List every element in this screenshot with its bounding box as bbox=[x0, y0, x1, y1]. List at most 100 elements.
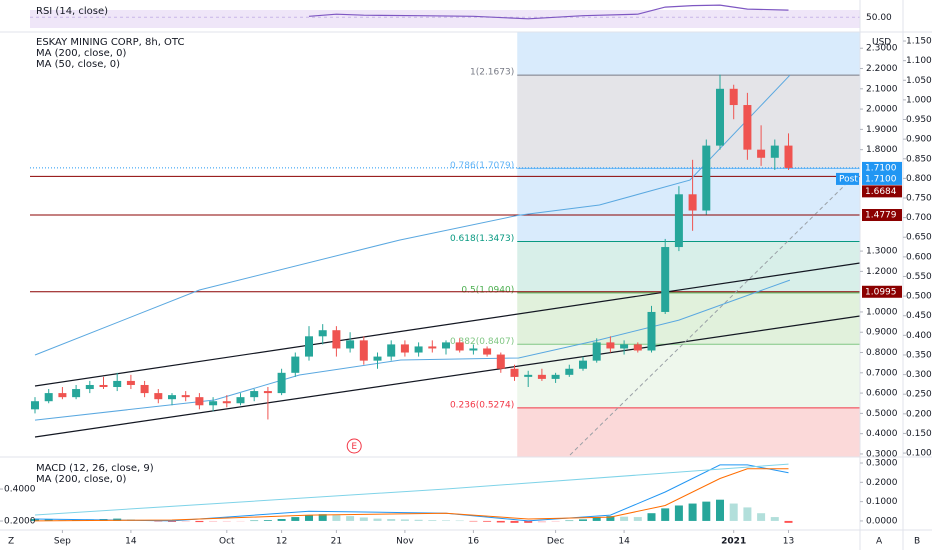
macd-title: MACD (12, 26, close, 9) bbox=[36, 463, 154, 474]
fib-label: 0.382(0.8407) bbox=[450, 337, 514, 347]
x-tick-label: 13 bbox=[783, 537, 794, 547]
toolbar-button[interactable]: Z bbox=[8, 537, 14, 547]
macd-histogram-bar bbox=[483, 520, 492, 522]
macd-tick-label: 0.3000 bbox=[866, 459, 898, 469]
fib-band bbox=[517, 407, 860, 457]
fib-band bbox=[517, 292, 860, 345]
candle-body bbox=[332, 330, 341, 349]
x-tick-label: 2021 bbox=[721, 537, 746, 547]
level-label-box bbox=[862, 285, 902, 298]
toolbar-button[interactable]: A bbox=[876, 537, 883, 547]
candle-body bbox=[702, 145, 711, 211]
macd-histogram-bar bbox=[565, 520, 574, 522]
macd-histogram-bar bbox=[661, 508, 670, 521]
macd-histogram-bar bbox=[168, 520, 176, 522]
macd-histogram-bar bbox=[606, 516, 615, 521]
candle-body bbox=[195, 397, 204, 406]
macd-histogram-bar bbox=[387, 518, 396, 521]
level-label-box bbox=[862, 185, 902, 198]
macd-histogram-bar bbox=[154, 520, 163, 522]
candle-body bbox=[181, 395, 190, 398]
macd-histogram-bar bbox=[688, 503, 697, 521]
y-tick-label: 2.2000 bbox=[866, 64, 898, 74]
post-label: Post bbox=[839, 174, 858, 184]
candle-body bbox=[44, 393, 53, 402]
x-tick-label: 16 bbox=[468, 537, 480, 547]
y-tick-label: 0.3000 bbox=[866, 449, 898, 459]
candle-body bbox=[483, 348, 492, 355]
macd-tick-label: 0.0000 bbox=[866, 516, 898, 526]
macd-histogram-bar bbox=[373, 518, 382, 521]
post-price-label: 1.7100 bbox=[865, 174, 897, 184]
dashed-trend-line bbox=[569, 184, 846, 456]
y2-tick-label: 0.6000 bbox=[906, 252, 932, 262]
candle-body bbox=[579, 360, 587, 369]
macd-line bbox=[34, 463, 789, 516]
level-label-box bbox=[862, 209, 902, 222]
x-tick-label: Sep bbox=[54, 537, 71, 547]
legend-entry: MA (200, close, 0) bbox=[36, 474, 126, 485]
candle-body bbox=[72, 389, 81, 398]
candle-body bbox=[305, 336, 313, 357]
toolbar-button[interactable]: B bbox=[914, 537, 920, 547]
x-tick-label: Dec bbox=[547, 537, 564, 547]
y-tick-label: 1.2000 bbox=[866, 267, 898, 277]
candle-body bbox=[387, 344, 396, 357]
macd-histogram-bar bbox=[551, 520, 560, 522]
y-tick-label: 0.5000 bbox=[866, 409, 898, 419]
fib-label: 0.5(1.0940) bbox=[461, 285, 514, 295]
candle-body bbox=[743, 105, 752, 150]
level-label: 1.4779 bbox=[865, 211, 897, 221]
y-tick-label: 1.3000 bbox=[866, 247, 898, 257]
macd-histogram-bar bbox=[442, 520, 450, 521]
chart-title: ESKAY MINING CORP, 8h, OTC bbox=[36, 37, 184, 48]
x-tick-label: 21 bbox=[331, 537, 342, 547]
fib-band bbox=[517, 75, 860, 169]
y-tick-label: 0.7000 bbox=[866, 368, 898, 378]
rsi-tick-label: 50.00 bbox=[866, 13, 892, 23]
macd-histogram-bar bbox=[236, 520, 245, 522]
macd-histogram-bar bbox=[250, 520, 259, 522]
macd-histogram-bar bbox=[620, 516, 629, 521]
y2-tick-label: 1.1000 bbox=[906, 56, 932, 66]
macd-histogram-bar bbox=[332, 515, 341, 521]
macd-line bbox=[34, 468, 789, 522]
y2-tick-label: 0.7000 bbox=[906, 213, 932, 223]
macd-histogram-bar bbox=[633, 517, 642, 521]
macd-histogram-bar bbox=[592, 517, 601, 521]
y-tick-label: 2.1000 bbox=[866, 84, 898, 94]
macd-histogram-bar bbox=[716, 499, 724, 521]
y2-tick-label: 0.3000 bbox=[906, 370, 932, 380]
candle-body bbox=[469, 348, 478, 351]
macd-histogram-bar bbox=[784, 520, 793, 523]
y-tick-label: 0.4000 bbox=[866, 429, 898, 439]
post-price-box bbox=[862, 172, 902, 185]
macd-histogram-bar bbox=[346, 516, 355, 521]
x-tick-label: Nov bbox=[396, 537, 414, 547]
candle-body bbox=[455, 342, 464, 351]
y-tick-label: 0.8000 bbox=[866, 348, 898, 358]
fib-label: 0.786(1.7079) bbox=[450, 161, 514, 171]
candle-body bbox=[263, 391, 272, 394]
macd-histogram-bar bbox=[195, 520, 204, 523]
macd-y2-tick-label: 0.2000 bbox=[4, 517, 36, 527]
macd-histogram-bar bbox=[674, 505, 683, 521]
candle-body bbox=[250, 391, 259, 398]
legend-entry: MA (200, close, 0) bbox=[36, 48, 126, 59]
candle-body bbox=[277, 372, 286, 394]
y-tick-label: 1.0000 bbox=[866, 307, 898, 317]
event-marker bbox=[346, 438, 362, 454]
candle-body bbox=[85, 384, 94, 390]
moving-average bbox=[34, 74, 791, 356]
candle-body bbox=[537, 374, 546, 379]
macd-histogram-bar bbox=[263, 520, 272, 521]
candle-body bbox=[154, 393, 163, 400]
candle-body bbox=[373, 356, 382, 361]
